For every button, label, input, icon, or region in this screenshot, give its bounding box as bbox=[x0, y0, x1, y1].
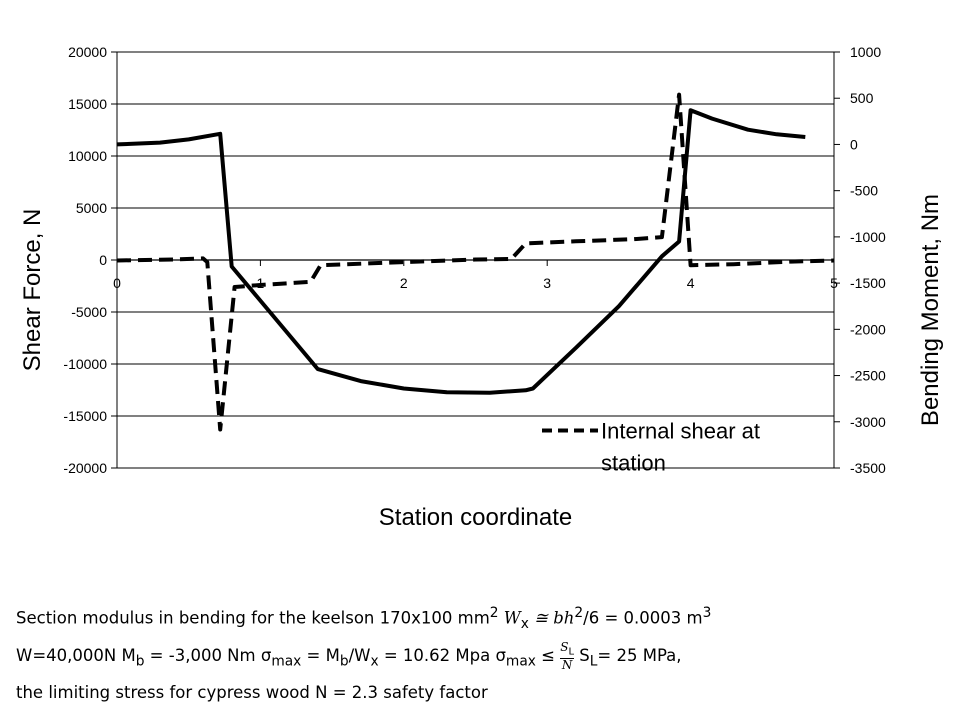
y-left-axis-title: Shear Force, N bbox=[19, 209, 46, 372]
shear-force-line bbox=[116, 92, 835, 432]
bending-moment-line bbox=[116, 108, 806, 395]
y-right-tick-label: -2000 bbox=[850, 321, 886, 337]
y-left-tick-label: 5000 bbox=[76, 200, 107, 216]
x-axis-title: Station coordinate bbox=[379, 504, 572, 531]
y-left-tick-label: -15000 bbox=[63, 408, 107, 424]
y-left-tick-label: -10000 bbox=[63, 356, 107, 372]
y-right-axis-title: Bending Moment, Nm bbox=[917, 194, 944, 426]
y-left-tick-label: 15000 bbox=[68, 96, 107, 112]
x-tick-label: 0 bbox=[113, 275, 121, 291]
legend-label: Internal shear at station bbox=[601, 419, 760, 476]
y-right-tick-label: 0 bbox=[850, 136, 858, 152]
y-right-tick-label: -500 bbox=[850, 183, 878, 199]
caption: Section modulus in bending for the keels… bbox=[16, 598, 946, 708]
y-left-tick-label: 10000 bbox=[68, 148, 107, 164]
y-left-tick-label: 0 bbox=[99, 252, 107, 268]
y-right-tick-label: -2500 bbox=[850, 368, 886, 384]
y-right-tick-label: -3500 bbox=[850, 460, 886, 476]
caption-line-3: the limiting stress for cypress wood N =… bbox=[16, 683, 488, 703]
x-tick-label: 4 bbox=[687, 275, 695, 291]
x-tick-label: 2 bbox=[400, 275, 408, 291]
y-left-tick-label: 20000 bbox=[68, 44, 107, 60]
y-left-tick-label: -20000 bbox=[63, 460, 107, 476]
y-right-tick-label: -1500 bbox=[850, 275, 886, 291]
y-left-tick-label: -5000 bbox=[71, 304, 107, 320]
y-right-tick-label: -3000 bbox=[850, 414, 886, 430]
y-right-tick-label: 500 bbox=[850, 90, 874, 106]
x-tick-label: 3 bbox=[543, 275, 551, 291]
y-right-tick-label: -1000 bbox=[850, 229, 886, 245]
x-tick-label: 5 bbox=[830, 275, 838, 291]
caption-line-1: Section modulus in bending for the keels… bbox=[16, 605, 712, 632]
shear-moment-chart: 20000150001000050000-5000-10000-15000-20… bbox=[19, 44, 944, 531]
caption-line-2: W=40,000N Mb = -3,000 Nm σmax = Mb/Wx = … bbox=[16, 639, 682, 672]
y-right-tick-label: 1000 bbox=[850, 44, 881, 60]
